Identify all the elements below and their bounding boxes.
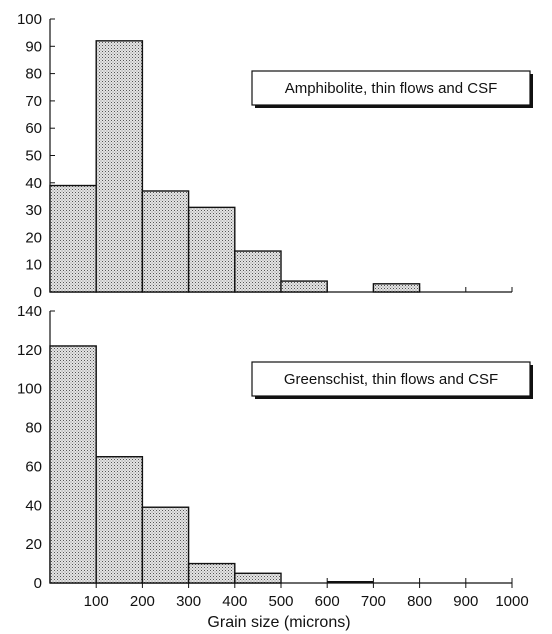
amphibolite-y-tick-label: 10: [25, 257, 42, 274]
x-axis-title: Grain size (microns): [207, 614, 350, 631]
x-tick-label: 1000: [495, 593, 528, 610]
amphibolite-bar: [187, 206, 236, 293]
amphibolite-y-tick-label: 60: [25, 120, 42, 137]
greenschist-bar: [327, 581, 374, 583]
greenschist-legend-box: [251, 361, 531, 397]
amphibolite-bar: [141, 190, 190, 293]
x-tick-label: 700: [361, 593, 386, 610]
greenschist-y-tick-label: 60: [25, 458, 42, 475]
amphibolite-bar: [234, 250, 282, 293]
greenschist-bar: [234, 572, 282, 584]
greenschist-bar: [141, 506, 190, 584]
x-axis: 100 200 300 400 500 600 700 800 900 1000: [84, 593, 529, 610]
greenschist-legend-label: Greenschist, thin flows and CSF: [284, 371, 498, 388]
amphibolite-bar: [49, 184, 97, 293]
amphibolite-legend-box: [251, 70, 531, 106]
greenschist-bar: [49, 345, 97, 584]
amphibolite-y-tick-label: 0: [34, 284, 42, 301]
greenschist-y-tick-label: 40: [25, 497, 42, 514]
amphibolite-legend-label: Amphibolite, thin flows and CSF: [285, 80, 498, 97]
amphibolite-y-tick-label: 70: [25, 93, 42, 110]
amphibolite-bar: [280, 280, 328, 293]
x-tick-label: 500: [268, 593, 293, 610]
amphibolite-bar: [372, 283, 421, 293]
amphibolite-y-tick-label: 100: [17, 11, 42, 28]
amphibolite-y-tick-label: 80: [25, 66, 42, 83]
amphibolite-bar: [95, 40, 144, 293]
x-tick-label: 900: [453, 593, 478, 610]
amphibolite-panel: 0 10 20 30 40 50 60 70 80 90 100 Amphibolite, thin …: [17, 11, 533, 301]
greenschist-bar: [95, 456, 144, 584]
x-tick-label: 600: [315, 593, 340, 610]
x-tick-label: 800: [407, 593, 432, 610]
amphibolite-y-tick-label: 20: [25, 229, 42, 246]
greenschist-y-tick-label: 120: [17, 342, 42, 359]
x-tick-label: 100: [84, 593, 109, 610]
greenschist-bar: [187, 562, 236, 584]
x-tick-label: 300: [176, 593, 201, 610]
greenschist-y-tick-label: 100: [17, 381, 42, 398]
x-tick-label: 400: [222, 593, 247, 610]
greenschist-panel: 0 20 40 60 80 100 120 140 Greenschist, thin flow…: [17, 303, 533, 592]
x-tick-label: 200: [130, 593, 155, 610]
amphibolite-y-tick-label: 50: [25, 148, 42, 165]
greenschist-y-tick-label: 0: [34, 575, 42, 592]
amphibolite-y-tick-label: 40: [25, 175, 42, 192]
greenschist-y-tick-label: 80: [25, 420, 42, 437]
greenschist-y-tick-label: 140: [17, 303, 42, 320]
greenschist-y-tick-label: 20: [25, 536, 42, 553]
amphibolite-y-tick-label: 90: [25, 38, 42, 55]
amphibolite-y-tick-label: 30: [25, 202, 42, 219]
